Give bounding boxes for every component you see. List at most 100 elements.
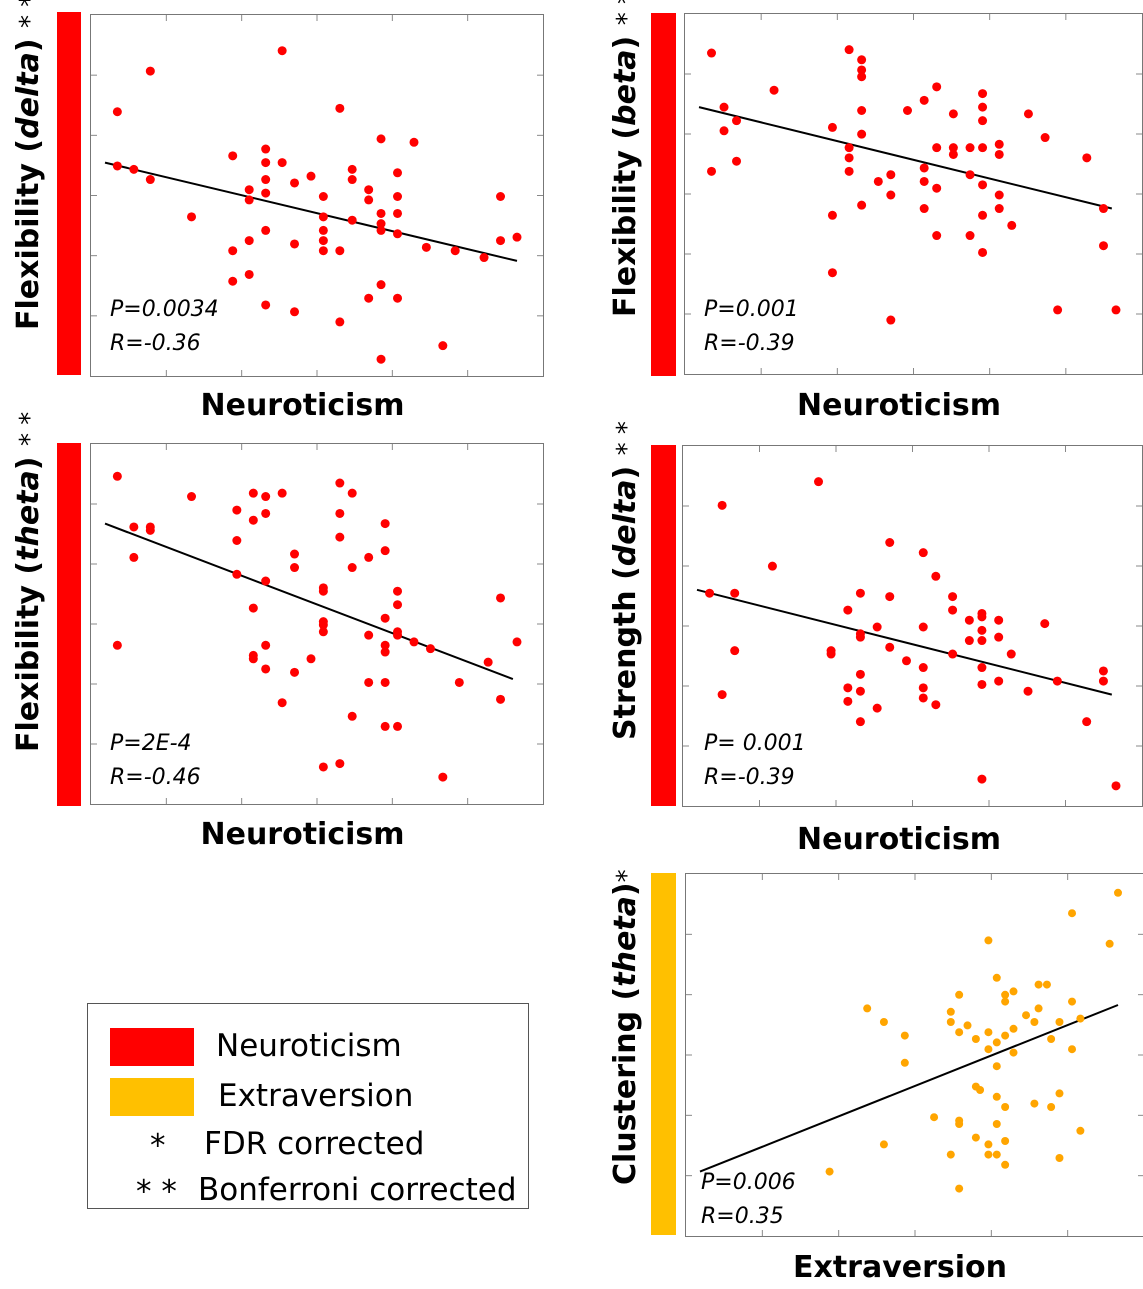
data-point — [248, 488, 258, 498]
data-point — [261, 144, 271, 154]
data-point — [1034, 1004, 1043, 1013]
data-point — [409, 637, 419, 647]
data-point — [248, 515, 258, 525]
scatter-svg — [685, 14, 1142, 374]
data-point — [902, 656, 911, 666]
data-point — [1001, 1160, 1010, 1169]
data-point — [931, 700, 941, 710]
trait-color-bar — [57, 12, 81, 375]
data-point — [479, 253, 489, 263]
data-point — [918, 622, 928, 632]
data-point — [277, 488, 287, 498]
data-point — [1009, 1024, 1018, 1033]
data-point — [1098, 241, 1108, 251]
data-point — [992, 1038, 1001, 1047]
data-point — [1040, 133, 1050, 143]
data-point — [965, 143, 975, 153]
data-point — [376, 225, 386, 235]
data-point — [879, 1018, 888, 1026]
data-point — [948, 109, 958, 119]
r-value: R=0.35 — [701, 1204, 784, 1229]
data-point — [318, 225, 328, 235]
data-point — [425, 644, 435, 654]
data-point — [1053, 305, 1063, 315]
data-point — [335, 246, 345, 256]
data-point — [1006, 649, 1016, 659]
data-point — [984, 1150, 993, 1159]
data-point — [364, 552, 374, 562]
data-point — [112, 161, 122, 171]
data-point — [187, 212, 197, 222]
data-point — [827, 210, 837, 220]
data-point — [290, 667, 300, 677]
data-point — [843, 696, 853, 706]
data-point — [450, 246, 460, 256]
data-point — [948, 149, 958, 159]
data-point — [1055, 1154, 1064, 1162]
data-point — [872, 622, 882, 632]
ylabel-em: theta — [11, 470, 46, 561]
data-point — [964, 636, 974, 646]
data-point — [376, 354, 386, 364]
data-point — [977, 612, 987, 622]
data-point — [730, 646, 740, 656]
ylabel-post: ) — [11, 456, 46, 471]
data-point — [946, 1007, 955, 1016]
data-point — [393, 586, 403, 596]
data-point — [984, 1028, 993, 1037]
data-point — [232, 505, 242, 515]
data-point — [992, 1120, 1001, 1128]
data-point — [872, 703, 882, 713]
data-point — [335, 759, 345, 769]
data-point — [857, 200, 867, 210]
data-point — [261, 640, 271, 650]
data-point — [717, 500, 727, 510]
data-point — [948, 649, 958, 659]
data-point — [826, 649, 836, 659]
plot-area — [90, 443, 544, 805]
data-point — [994, 190, 1004, 200]
r-value: R=-0.46 — [110, 765, 201, 790]
legend-swatch-extraversion — [110, 1078, 194, 1116]
data-point — [855, 717, 865, 727]
data-point — [932, 183, 942, 193]
legend-symbol-bonferroni: * * — [136, 1174, 177, 1210]
data-point — [1055, 1018, 1064, 1026]
p-value: P=0.001 — [704, 297, 799, 322]
ylabel-post: ) — [608, 35, 643, 50]
data-point — [994, 149, 1004, 159]
data-point — [857, 55, 867, 65]
data-point — [318, 246, 328, 256]
data-point — [318, 236, 328, 246]
data-point — [919, 176, 929, 186]
data-point — [885, 538, 895, 547]
data-point — [978, 116, 988, 126]
data-point — [277, 158, 287, 168]
data-point — [1098, 676, 1108, 686]
data-point — [955, 1028, 964, 1037]
x-axis-label: Neuroticism — [200, 817, 405, 852]
data-point — [380, 677, 390, 687]
data-point — [948, 143, 958, 153]
data-point — [992, 1092, 1001, 1101]
data-point — [248, 603, 258, 613]
data-point — [454, 677, 464, 687]
data-point — [705, 588, 715, 598]
data-point — [932, 143, 942, 153]
data-point — [306, 654, 316, 664]
r-value: R=-0.39 — [704, 765, 795, 790]
data-point — [112, 471, 122, 481]
data-point — [843, 683, 853, 693]
data-point — [129, 552, 139, 562]
ylabel-post: ) — [11, 38, 46, 53]
ylabel-em: theta — [608, 896, 643, 987]
data-point — [290, 307, 300, 317]
data-point — [931, 571, 941, 581]
data-point — [483, 657, 493, 667]
data-point — [306, 171, 316, 181]
data-point — [978, 89, 988, 99]
y-axis-label: Clustering (theta)* — [608, 869, 643, 1185]
data-point — [512, 637, 522, 647]
data-point — [364, 185, 374, 195]
data-point — [1023, 686, 1033, 696]
